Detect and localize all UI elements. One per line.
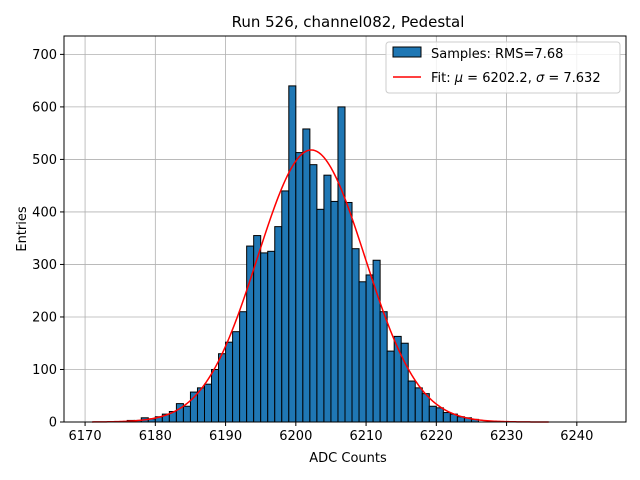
histogram-bar xyxy=(358,281,367,423)
histogram-bar xyxy=(239,311,248,423)
legend-box xyxy=(385,41,621,94)
y-tick-label: 600 xyxy=(32,100,57,115)
y-tick-label: 400 xyxy=(32,205,57,220)
histogram-bar xyxy=(323,174,332,423)
y-tick-label: 300 xyxy=(32,258,57,273)
histogram-bar xyxy=(442,412,451,423)
x-axis-ticks: 6170 6180 6190 6200 6210 6220 6230 6240 xyxy=(69,422,593,444)
y-axis-label: Entries xyxy=(15,206,30,252)
histogram-bar xyxy=(260,252,269,423)
legend: Samples: RMS=7.68 Fit: μ = 6202.2, σ = 7… xyxy=(385,41,621,94)
histogram-bar xyxy=(232,331,241,423)
histogram-bar xyxy=(414,387,423,423)
x-axis-label: ADC Counts xyxy=(309,451,387,466)
x-tick-label: 6220 xyxy=(420,429,453,444)
legend-fit-sigma-value: = 7.632 xyxy=(544,71,600,86)
x-tick-label: 6190 xyxy=(209,429,242,444)
histogram-bar xyxy=(365,274,374,423)
y-tick-label: 700 xyxy=(32,48,57,63)
histogram-bar xyxy=(225,341,234,423)
histogram-bar xyxy=(400,342,409,423)
x-tick-label: 6210 xyxy=(350,429,383,444)
chart-title: Run 526, channel082, Pedestal xyxy=(232,13,465,31)
histogram-bar xyxy=(309,164,318,423)
y-tick-label: 200 xyxy=(32,310,57,325)
histogram-bar xyxy=(288,85,297,423)
histogram-bar xyxy=(267,250,276,423)
legend-swatch-samples xyxy=(392,46,422,58)
histogram-bar xyxy=(281,190,290,423)
legend-fit-mu-value: = 6202.2, xyxy=(463,71,536,86)
histogram-bar xyxy=(316,208,325,423)
histogram-bar xyxy=(218,353,227,423)
histogram-bar xyxy=(295,152,304,423)
histogram-bar xyxy=(351,248,360,423)
legend-fit-prefix: Fit: xyxy=(431,71,455,86)
histogram-bar xyxy=(337,106,346,423)
histogram-bar xyxy=(379,311,388,423)
legend-label-samples: Samples: RMS=7.68 xyxy=(431,47,563,62)
legend-fit-mu-symbol: μ xyxy=(454,71,463,86)
histogram-bar xyxy=(344,201,353,423)
y-tick-label: 100 xyxy=(32,363,57,378)
legend-fit-sigma-symbol: σ xyxy=(536,71,545,86)
histogram-bar xyxy=(428,405,437,423)
x-tick-label: 6240 xyxy=(560,429,593,444)
histogram-bar xyxy=(386,350,395,423)
histogram-bar xyxy=(204,383,213,423)
histogram-bar xyxy=(211,368,220,423)
gaussian-fit-curve xyxy=(92,149,549,423)
histogram-bar xyxy=(421,393,430,423)
y-tick-label: 500 xyxy=(32,153,57,168)
x-tick-label: 6170 xyxy=(69,429,102,444)
histogram-bar xyxy=(407,380,416,423)
x-tick-label: 6230 xyxy=(490,429,523,444)
y-tick-label: 0 xyxy=(49,416,57,431)
histogram-bar xyxy=(182,405,191,423)
histogram-bar xyxy=(330,200,339,423)
x-tick-label: 6200 xyxy=(279,429,312,444)
histogram-bars xyxy=(126,85,479,423)
plot-frame xyxy=(63,35,627,423)
histogram-bar xyxy=(435,407,444,423)
histogram-bar xyxy=(253,235,262,423)
histogram-bar xyxy=(274,226,283,423)
legend-label-fit: Fit: μ = 6202.2, σ = 7.632 xyxy=(431,71,601,86)
y-axis-ticks: 0 100 200 300 400 500 600 700 xyxy=(32,48,64,431)
histogram-bar xyxy=(302,128,311,423)
x-tick-label: 6180 xyxy=(139,429,172,444)
